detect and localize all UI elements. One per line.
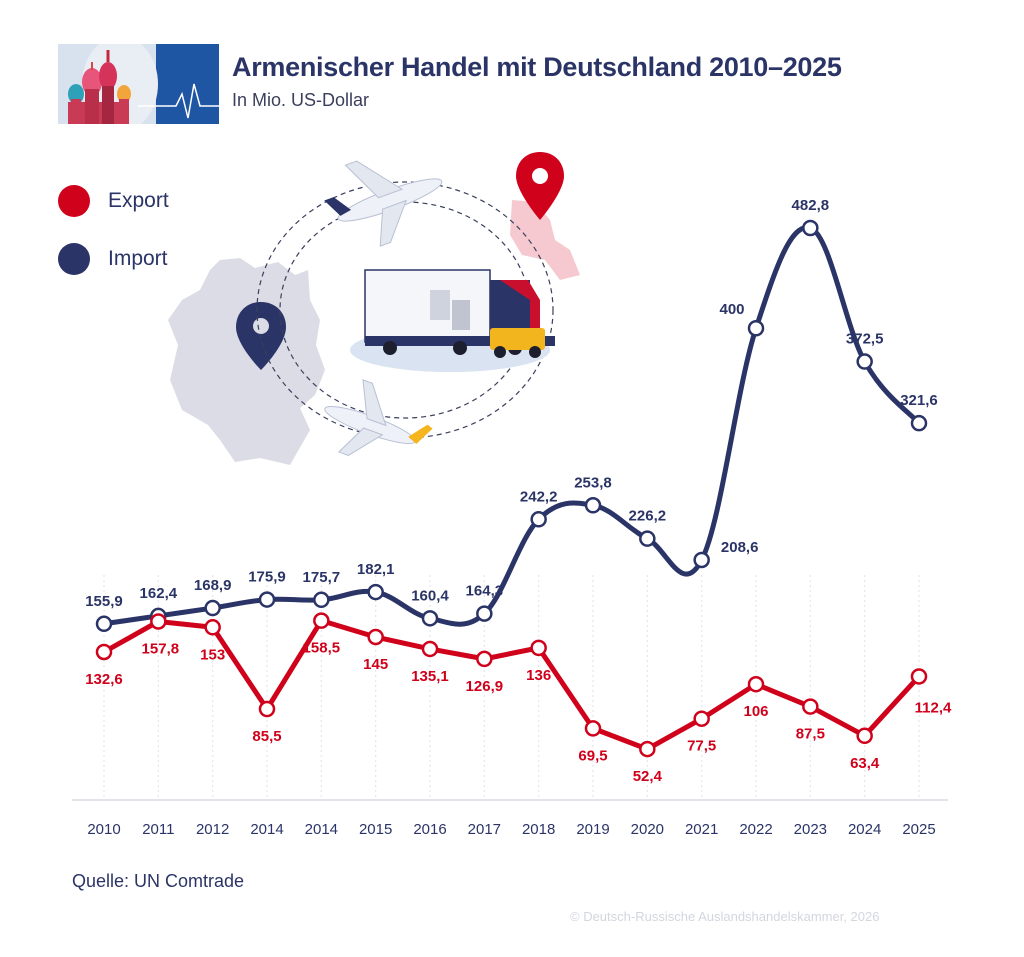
export-data-label: 136	[526, 667, 551, 684]
import-data-label: 372,5	[846, 331, 884, 348]
export-data-label: 132,6	[85, 671, 123, 688]
export-data-point	[150, 613, 167, 630]
export-data-label: 85,5	[252, 728, 281, 745]
export-data-point	[639, 740, 656, 758]
import-data-point	[530, 511, 547, 528]
import-data-point	[476, 605, 493, 622]
export-data-label: 77,5	[687, 738, 716, 755]
chart-title: Armenischer Handel mit Deutschland 2010–…	[232, 52, 842, 82]
x-tick-label: 2017	[468, 821, 501, 838]
import-swatch	[58, 243, 90, 275]
export-data-point	[204, 619, 221, 636]
x-tick-label: 2014	[250, 821, 283, 838]
x-tick-label: 2021	[685, 821, 718, 838]
x-tick-label: 2011	[142, 821, 174, 838]
import-data-point	[204, 599, 221, 617]
import-data-label: 164,3	[466, 583, 504, 600]
import-data-label: 208,6	[721, 539, 759, 556]
export-data-label: 106	[743, 703, 768, 720]
import-data-point	[747, 319, 765, 337]
import-data-point	[856, 353, 873, 370]
legend-label-export: Export	[108, 189, 169, 212]
import-data-point	[639, 530, 656, 547]
export-data-point	[693, 710, 710, 727]
export-data-point	[258, 700, 276, 718]
x-tick-label: 2012	[196, 821, 229, 838]
import-data-label: 160,4	[411, 587, 449, 604]
source-note: Quelle: UN Comtrade	[72, 871, 245, 891]
import-data-label: 482,8	[792, 197, 830, 214]
x-tick-label: 2010	[87, 821, 120, 838]
export-data-point	[367, 628, 384, 646]
chart-subtitle: In Mio. US-Dollar	[232, 90, 370, 110]
export-data-label: 145	[363, 656, 388, 673]
export-data-point	[95, 643, 113, 661]
export-data-label: 135,1	[411, 668, 449, 685]
export-data-label: 69,5	[578, 747, 607, 764]
export-data-label: 153	[200, 646, 225, 663]
import-data-label: 226,2	[629, 508, 667, 525]
legend: Export Import	[58, 172, 169, 288]
import-data-label: 182,1	[357, 561, 395, 578]
export-data-label: 157,8	[142, 640, 180, 657]
import-data-point	[584, 497, 602, 514]
export-data-point	[421, 640, 439, 658]
export-data-label: 158,5	[303, 640, 341, 657]
x-tick-label: 2014	[305, 821, 338, 838]
onion-domes-heartbeat-logo	[58, 44, 219, 124]
import-data-label: 321,6	[900, 392, 938, 409]
import-data-label: 168,9	[194, 577, 232, 594]
import-series-line	[101, 225, 922, 627]
import-data-point	[421, 610, 439, 627]
export-data-point	[530, 639, 547, 657]
import-data-label: 175,9	[248, 569, 286, 586]
export-data-point	[584, 720, 602, 737]
export-data-point	[476, 650, 493, 668]
export-swatch	[58, 185, 90, 217]
export-series-line	[101, 618, 922, 752]
x-tick-label: 2023	[794, 821, 827, 838]
legend-label-import: Import	[108, 247, 168, 270]
copyright-note: © Deutsch-Russische Auslandshandelskamme…	[570, 909, 880, 924]
import-data-label: 242,2	[520, 488, 558, 505]
x-tick-label: 2025	[902, 821, 935, 838]
import-data-label: 175,7	[303, 569, 341, 586]
germany-armenia-logistics-illustration	[160, 140, 600, 480]
export-data-label: 63,4	[850, 755, 880, 772]
export-data-point	[802, 698, 819, 715]
x-tick-label: 2024	[848, 821, 881, 838]
import-data-point	[802, 219, 819, 237]
import-data-point	[910, 414, 928, 432]
x-tick-label: 2022	[739, 821, 772, 838]
export-data-label: 126,9	[466, 678, 504, 695]
import-data-label: 162,4	[140, 585, 178, 602]
import-data-label: 400	[719, 301, 744, 318]
export-data-point	[313, 612, 330, 629]
x-tick-label: 2016	[413, 821, 446, 838]
import-data-label: 155,9	[85, 593, 123, 610]
export-data-label: 52,4	[633, 768, 663, 785]
export-data-point	[747, 675, 765, 693]
import-data-point	[693, 551, 710, 569]
x-tick-label: 2015	[359, 821, 392, 838]
import-data-point	[313, 591, 330, 609]
import-data-point	[367, 583, 384, 601]
legend-item-export: Export	[58, 172, 169, 230]
export-data-point	[910, 668, 928, 685]
export-data-label: 87,5	[796, 726, 825, 743]
export-data-label: 112,4	[915, 699, 952, 716]
import-data-point	[258, 591, 276, 608]
legend-item-import: Import	[58, 230, 169, 288]
export-data-point	[856, 727, 873, 745]
import-data-point	[95, 615, 113, 633]
x-tick-label: 2020	[631, 821, 664, 838]
import-data-label: 253,8	[574, 474, 612, 491]
x-tick-label: 2018	[522, 821, 555, 838]
x-tick-label: 2019	[576, 821, 609, 838]
